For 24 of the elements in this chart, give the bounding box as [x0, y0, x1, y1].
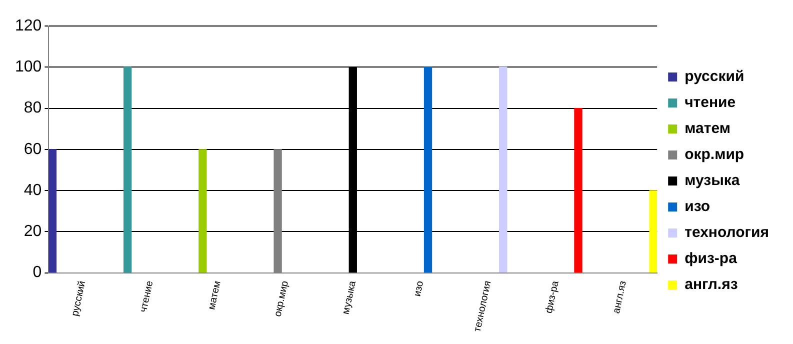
x-tick-label: изо	[412, 280, 426, 298]
x-tick-label: окр.мир	[272, 280, 292, 318]
legend-label: физ-ра	[684, 250, 738, 268]
x-tick-label: русский	[70, 280, 88, 318]
y-tick-label: 20	[24, 223, 42, 240]
legend-label: музыка	[684, 172, 740, 190]
y-tick-label: 120	[14, 17, 42, 34]
x-tick-label: матем	[206, 280, 224, 311]
legend-label: изо	[684, 198, 710, 216]
y-tick-label: 40	[24, 182, 42, 199]
y-tick-label: 0	[32, 264, 42, 282]
legend-label: технология	[684, 224, 770, 242]
y-tick-label: 80	[24, 100, 42, 117]
x-tick-label: физ-ра	[544, 280, 562, 314]
x-tick-label: англ.яз	[611, 280, 630, 315]
y-tick-label: 100	[14, 58, 42, 76]
legend-label: окр.мир	[684, 146, 744, 164]
legend-label: русский	[684, 68, 744, 86]
x-tick-label: чтение	[138, 280, 156, 314]
legend-label: чтение	[684, 94, 736, 112]
legend-label: матем	[684, 120, 730, 138]
x-tick-label: музыка	[340, 280, 359, 316]
x-tick-label: технология	[472, 280, 494, 333]
y-tick-label: 60	[24, 140, 42, 158]
